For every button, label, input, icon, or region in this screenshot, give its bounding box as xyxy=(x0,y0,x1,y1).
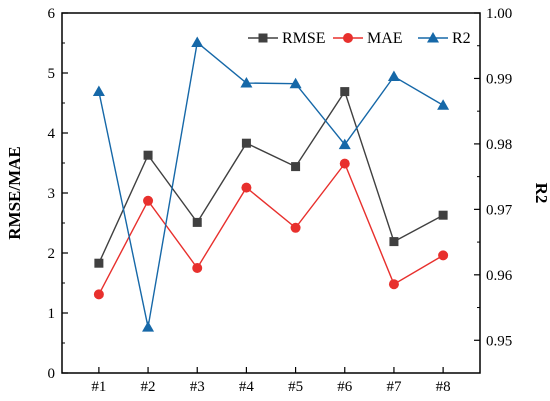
data-point-mae xyxy=(192,263,203,273)
data-point-mae xyxy=(241,182,252,193)
y-right-tick-label: 0.97 xyxy=(486,202,513,218)
series-lines xyxy=(98,41,444,328)
y-left-tick-label: 0 xyxy=(48,366,56,382)
data-point-mae xyxy=(339,158,350,169)
x-tick-label: #5 xyxy=(288,379,303,395)
data-point-r2 xyxy=(387,70,400,81)
legend-marker-mae xyxy=(343,33,353,43)
data-point-rmse xyxy=(192,217,202,227)
y-right-tick-label: 0.96 xyxy=(486,268,513,284)
y-left-tick-label: 3 xyxy=(48,186,56,202)
x-tick-label: #3 xyxy=(190,379,205,395)
data-point-mae xyxy=(143,195,154,206)
legend-label-rmse: RMSE xyxy=(282,30,326,47)
data-point-r2 xyxy=(142,321,155,332)
data-point-r2 xyxy=(289,77,302,89)
y-right-tick-label: 1.00 xyxy=(486,6,512,22)
data-point-r2 xyxy=(338,138,351,150)
data-point-rmse xyxy=(241,138,251,148)
legend-label-r2: R2 xyxy=(452,30,471,47)
plot-frame xyxy=(61,12,481,374)
x-tick-label: #6 xyxy=(337,379,353,395)
x-tick-label: #2 xyxy=(141,379,156,395)
legend-marker-r2 xyxy=(427,32,439,43)
y-axis-right-title: R2 xyxy=(532,183,550,204)
y-left-tick-label: 2 xyxy=(48,246,56,262)
series-line-r2 xyxy=(98,41,444,328)
axis-ticks: 0 1 2 3 4 5 6 0.95 0.96 0.97 0.98 0.99 1.00 #1 #2 #3 #4 #… xyxy=(48,6,513,395)
x-tick-label: #1 xyxy=(91,379,106,395)
data-point-rmse xyxy=(389,237,399,247)
x-tick-label: #8 xyxy=(436,379,451,395)
data-point-r2 xyxy=(437,99,450,110)
legend: RMSE MAE R2 xyxy=(248,30,471,47)
y-right-tick-label: 0.98 xyxy=(486,137,512,153)
data-point-rmse xyxy=(94,258,104,268)
x-tick-label: #7 xyxy=(386,379,402,395)
y-right-tick-label: 0.95 xyxy=(486,333,512,349)
data-point-mae xyxy=(93,289,104,300)
y-left-tick-label: 5 xyxy=(48,66,56,82)
series-line-rmse xyxy=(98,89,444,264)
legend-marker-rmse xyxy=(258,33,268,43)
legend-label-mae: MAE xyxy=(367,30,403,47)
data-point-r2 xyxy=(240,77,253,88)
y-axis-left-title: RMSE/MAE xyxy=(5,146,24,240)
plot-axes xyxy=(61,12,481,374)
y-left-tick-label: 1 xyxy=(48,306,56,322)
data-point-mae xyxy=(290,222,301,233)
data-point-rmse xyxy=(340,87,350,97)
series-line-mae xyxy=(98,162,444,295)
y-right-tick-label: 0.99 xyxy=(486,71,512,87)
data-point-rmse xyxy=(143,150,153,160)
y-left-tick-label: 4 xyxy=(48,126,56,142)
data-point-r2 xyxy=(92,85,105,97)
x-tick-label: #4 xyxy=(239,379,255,395)
data-point-mae xyxy=(438,250,449,261)
y-left-tick-label: 6 xyxy=(48,6,56,22)
data-point-r2 xyxy=(191,36,204,47)
data-point-rmse xyxy=(438,210,448,220)
data-point-rmse xyxy=(291,162,301,172)
series-markers xyxy=(92,36,450,332)
data-point-mae xyxy=(388,279,399,290)
